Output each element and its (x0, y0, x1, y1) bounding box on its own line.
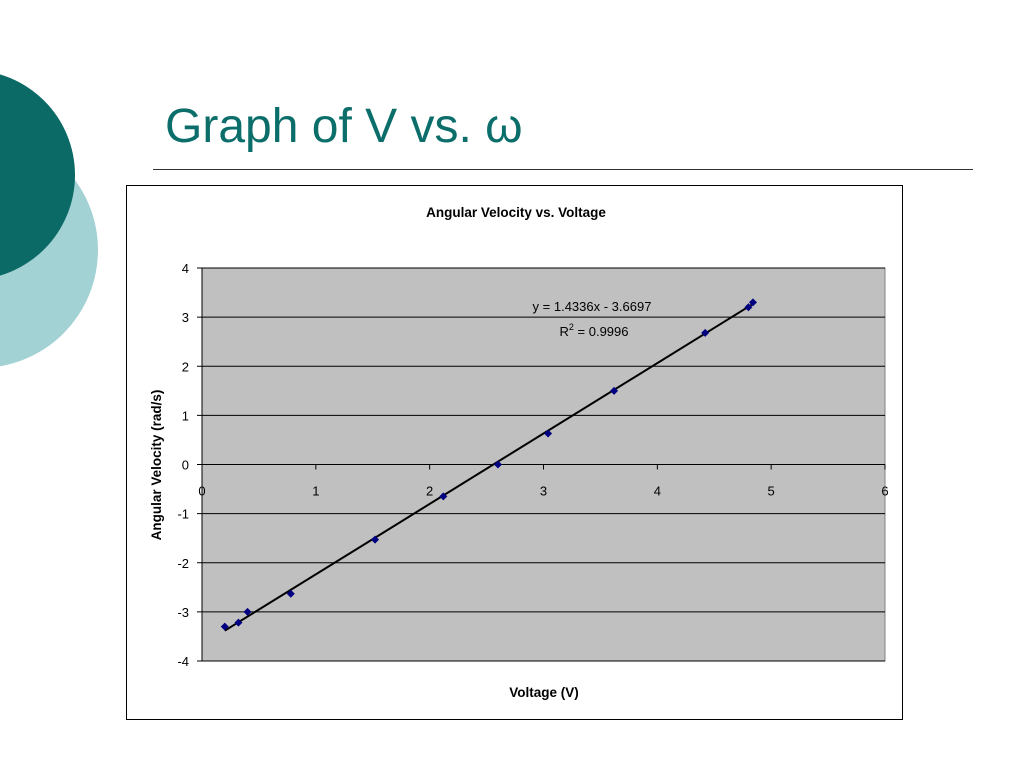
y-tick-label: 1 (182, 408, 189, 423)
y-tick-label: 3 (182, 310, 189, 325)
data-point (220, 622, 229, 631)
x-tick-label: 5 (768, 484, 775, 499)
r-squared-label: R2 = 0.9996 (560, 322, 629, 339)
x-axis-label: Voltage (V) (509, 685, 579, 700)
data-point (234, 618, 243, 627)
data-point (286, 589, 295, 598)
y-tick-label: 2 (182, 359, 189, 374)
data-point (493, 460, 502, 469)
data-point (744, 303, 753, 312)
x-tick-label: 0 (198, 484, 205, 499)
data-point (439, 492, 448, 501)
x-tick-label: 3 (540, 484, 547, 499)
plot-area: 4 3 2 1 0 -1 -2 -3 -4 0 1 2 3 4 5 6 (177, 261, 888, 669)
data-point (748, 298, 757, 307)
x-tick-label: 4 (654, 484, 661, 499)
x-tick-label: 1 (312, 484, 319, 499)
data-point (544, 429, 553, 438)
y-tick-label: -4 (177, 654, 189, 669)
x-tick-label: 6 (881, 484, 888, 499)
x-tick-label: 2 (426, 484, 433, 499)
chart-frame: Angular Velocity vs. Voltage 4 3 2 1 0 -1 -2 -3… (126, 185, 903, 720)
y-axis-label: Angular Velocity (rad/s) (149, 390, 164, 541)
decorative-circles (0, 74, 98, 367)
title-divider (153, 169, 973, 170)
chart-title: Angular Velocity vs. Voltage (426, 205, 606, 220)
y-tick-label: -3 (177, 605, 189, 620)
y-tick-label: 4 (182, 261, 189, 276)
data-point (371, 535, 380, 544)
y-tick-label: 0 (182, 458, 189, 473)
data-point (243, 607, 252, 616)
dark-teal-circle (0, 74, 75, 276)
chart: Angular Velocity vs. Voltage 4 3 2 1 0 -1 -2 -3… (149, 205, 889, 700)
slide-title: Graph of V vs. ω (165, 100, 523, 153)
data-point (610, 386, 619, 395)
y-tick-label: -1 (177, 507, 189, 522)
data-point (701, 328, 710, 337)
y-tick-label: -2 (177, 556, 189, 571)
trendline-equation: y = 1.4336x - 3.6697 (533, 299, 652, 314)
trendline (224, 303, 754, 632)
